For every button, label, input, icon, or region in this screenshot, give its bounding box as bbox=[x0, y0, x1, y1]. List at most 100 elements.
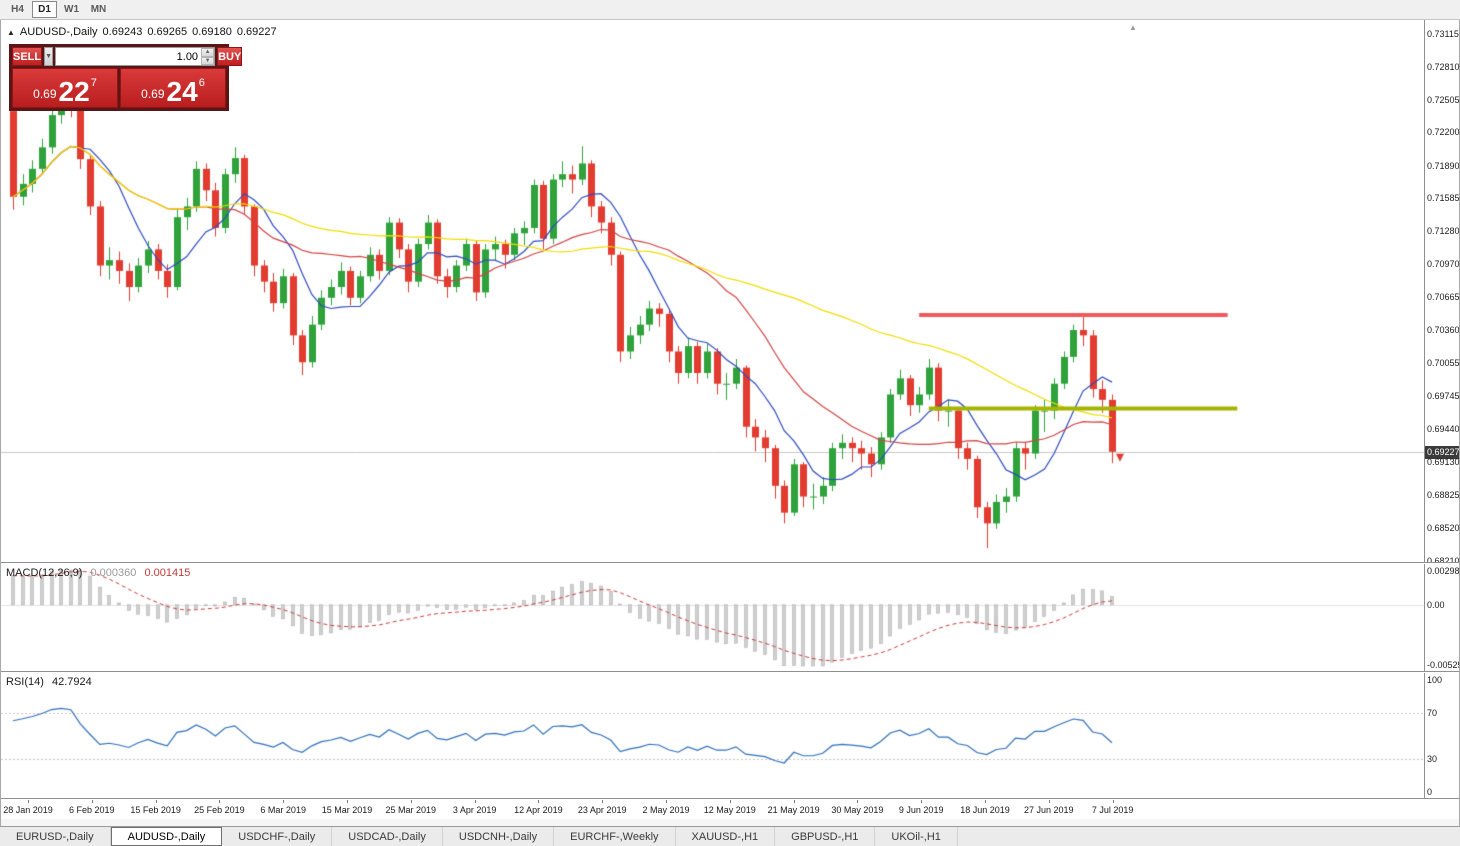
tab-audusd-daily[interactable]: AUDUSD-,Daily bbox=[110, 827, 223, 846]
rsi-axis[interactable]: 100 70 30 0 bbox=[1424, 673, 1459, 798]
macd-axis-label: -0.00525 bbox=[1427, 660, 1459, 670]
chart-tabs-bar: EURUSD-,Daily AUDUSD-,Daily USDCHF-,Daily U… bbox=[0, 826, 1460, 846]
time-axis-tick bbox=[857, 800, 859, 803]
price-axis-label: 0.71280 bbox=[1427, 226, 1459, 237]
price-axis-label: 0.73115 bbox=[1427, 29, 1459, 39]
tab-usdcad-daily[interactable]: USDCAD-,Daily bbox=[332, 827, 443, 846]
tab-usdchf-daily[interactable]: USDCHF-,Daily bbox=[222, 827, 333, 846]
chevron-down-icon: ▼ bbox=[204, 57, 211, 64]
time-axis-label: 30 May 2019 bbox=[831, 805, 884, 815]
chart-hscrollbar[interactable] bbox=[1, 819, 1459, 826]
buy-price-button[interactable]: 0.69 24 6 bbox=[120, 68, 226, 108]
rsi-value: 42.7924 bbox=[51, 676, 92, 688]
price-axis-label: 0.70970 bbox=[1427, 259, 1459, 270]
time-axis-tick bbox=[602, 800, 604, 803]
timeframe-button-h4[interactable]: H4 bbox=[11, 4, 24, 15]
price-axis-label: 0.70360 bbox=[1427, 325, 1459, 335]
price-axis-label: 0.69440 bbox=[1427, 423, 1459, 434]
time-axis-tick bbox=[538, 800, 540, 803]
macd-label: MACD(12,26,9) 0.000360 0.001415 bbox=[6, 567, 195, 579]
sell-price-pip: 7 bbox=[90, 77, 97, 89]
scroll-to-end-icon[interactable]: ▲ bbox=[1129, 23, 1137, 32]
time-axis-label: 7 Jul 2019 bbox=[1091, 805, 1134, 815]
rsi-name: RSI(14) bbox=[6, 676, 44, 688]
price-axis-label: 0.69130 bbox=[1427, 457, 1459, 468]
chart-header: ▲ AUDUSD-,Daily 0.69243 0.69265 0.69180 … bbox=[7, 26, 277, 38]
rsi-axis-label: 100 bbox=[1427, 675, 1443, 685]
sell-button[interactable]: SELL bbox=[12, 47, 43, 66]
time-axis-tick bbox=[985, 800, 986, 803]
time-axis-label: 21 May 2019 bbox=[767, 805, 820, 815]
timeframe-button-d1[interactable]: D1 bbox=[32, 1, 57, 18]
time-axis-tick bbox=[666, 800, 667, 803]
time-axis-tick bbox=[91, 800, 93, 803]
macd-axis-label: 0.00 bbox=[1427, 599, 1445, 610]
rsi-label: RSI(14) 42.7924 bbox=[6, 676, 97, 688]
time-axis-label: 23 Apr 2019 bbox=[577, 805, 627, 815]
timeframe-toolbar: H4 D1 W1 MN bbox=[0, 0, 1460, 20]
macd-axis[interactable]: 0.002984 0.00 -0.00525 bbox=[1424, 564, 1459, 671]
price-axis-label: 0.68210 bbox=[1427, 556, 1459, 563]
rsi-indicator-pane[interactable]: RSI(14) 42.7924 100 70 30 0 bbox=[1, 673, 1459, 799]
time-axis-tick bbox=[347, 800, 348, 803]
buy-button[interactable]: BUY bbox=[217, 47, 243, 66]
macd-signal-value: 0.001415 bbox=[144, 567, 191, 579]
time-axis-tick bbox=[1112, 800, 1114, 803]
time-axis-label: 12 May 2019 bbox=[703, 805, 756, 815]
price-chart-pane[interactable]: ▲ AUDUSD-,Daily 0.69243 0.69265 0.69180 … bbox=[1, 20, 1459, 563]
ohlc-open: 0.69243 bbox=[102, 26, 143, 38]
sell-price-big: 22 bbox=[58, 76, 90, 108]
rsi-axis-label: 70 bbox=[1427, 707, 1438, 718]
time-axis-tick bbox=[921, 800, 923, 803]
price-axis[interactable]: 0.69227 0.73115 0.72810 0.72505 0.72200 0.71… bbox=[1424, 20, 1459, 562]
buy-price-prefix: 0.69 bbox=[141, 87, 165, 101]
sell-price-button[interactable]: 0.69 22 7 bbox=[12, 68, 118, 108]
macd-indicator-pane[interactable]: MACD(12,26,9) 0.000360 0.001415 0.002984… bbox=[1, 564, 1459, 672]
price-axis-label: 0.72505 bbox=[1427, 94, 1459, 105]
time-axis-label: 18 Jun 2019 bbox=[960, 805, 1010, 815]
chart-window: ▲ AUDUSD-,Daily 0.69243 0.69265 0.69180 … bbox=[0, 20, 1460, 826]
time-axis-label: 28 Jan 2019 bbox=[3, 805, 53, 815]
ohlc-low: 0.69180 bbox=[192, 26, 232, 38]
tab-eurchf-weekly[interactable]: EURCHF-,Weekly bbox=[554, 827, 676, 846]
price-axis-label: 0.71585 bbox=[1427, 193, 1459, 204]
price-axis-label: 0.71890 bbox=[1427, 160, 1459, 171]
tab-eurusd-daily[interactable]: EURUSD-,Daily bbox=[0, 827, 111, 846]
sell-price-prefix: 0.69 bbox=[33, 87, 57, 101]
chevron-down-icon: ▼ bbox=[45, 53, 53, 60]
candlestick-chart-canvas[interactable] bbox=[1, 20, 1424, 562]
volume-increase-button[interactable]: ▲ bbox=[201, 48, 215, 57]
time-axis-label: 6 Mar 2019 bbox=[260, 805, 306, 815]
macd-main-value: 0.000360 bbox=[90, 567, 137, 579]
time-axis-tick bbox=[729, 800, 731, 803]
time-axis-label: 15 Feb 2019 bbox=[130, 805, 181, 815]
time-axis-tick bbox=[219, 800, 221, 803]
price-axis-label: 0.70665 bbox=[1427, 292, 1459, 303]
one-click-toggle-icon[interactable]: ▲ bbox=[7, 27, 15, 37]
time-axis-label: 27 Jun 2019 bbox=[1024, 805, 1074, 815]
time-axis-tick bbox=[283, 800, 285, 803]
tab-xauusd-h1[interactable]: XAUUSD-,H1 bbox=[676, 827, 776, 846]
volume-dropdown-button[interactable]: ▼ bbox=[44, 47, 54, 66]
tab-ukoil-h1[interactable]: UKOil-,H1 bbox=[875, 827, 958, 846]
time-axis-label: 6 Feb 2019 bbox=[69, 805, 115, 815]
time-axis-label: 15 Mar 2019 bbox=[321, 805, 373, 815]
rsi-axis-label: 30 bbox=[1427, 754, 1438, 765]
rsi-axis-label: 0 bbox=[1427, 787, 1433, 797]
time-axis-tick bbox=[410, 800, 412, 803]
tab-gbpusd-h1[interactable]: GBPUSD-,H1 bbox=[775, 827, 876, 846]
time-axis-label: 9 Jun 2019 bbox=[898, 805, 944, 815]
time-axis[interactable]: 28 Jan 2019 6 Feb 2019 15 Feb 2019 25 Feb 2… bbox=[1, 800, 1459, 819]
current-price-badge: 0.69227 bbox=[1425, 445, 1459, 459]
rsi-chart-canvas[interactable] bbox=[1, 673, 1424, 798]
timeframe-button-w1[interactable]: W1 bbox=[64, 4, 79, 15]
price-axis-label: 0.72200 bbox=[1427, 127, 1459, 138]
price-axis-label: 0.68825 bbox=[1427, 489, 1459, 500]
tab-usdcnh-daily[interactable]: USDCNH-,Daily bbox=[443, 827, 555, 846]
chevron-up-icon: ▲ bbox=[204, 49, 211, 56]
timeframe-button-mn[interactable]: MN bbox=[90, 4, 107, 15]
volume-decrease-button[interactable]: ▼ bbox=[201, 56, 215, 65]
macd-chart-canvas[interactable] bbox=[1, 564, 1424, 671]
price-axis-label: 0.72810 bbox=[1427, 61, 1459, 72]
volume-input[interactable] bbox=[56, 48, 202, 65]
